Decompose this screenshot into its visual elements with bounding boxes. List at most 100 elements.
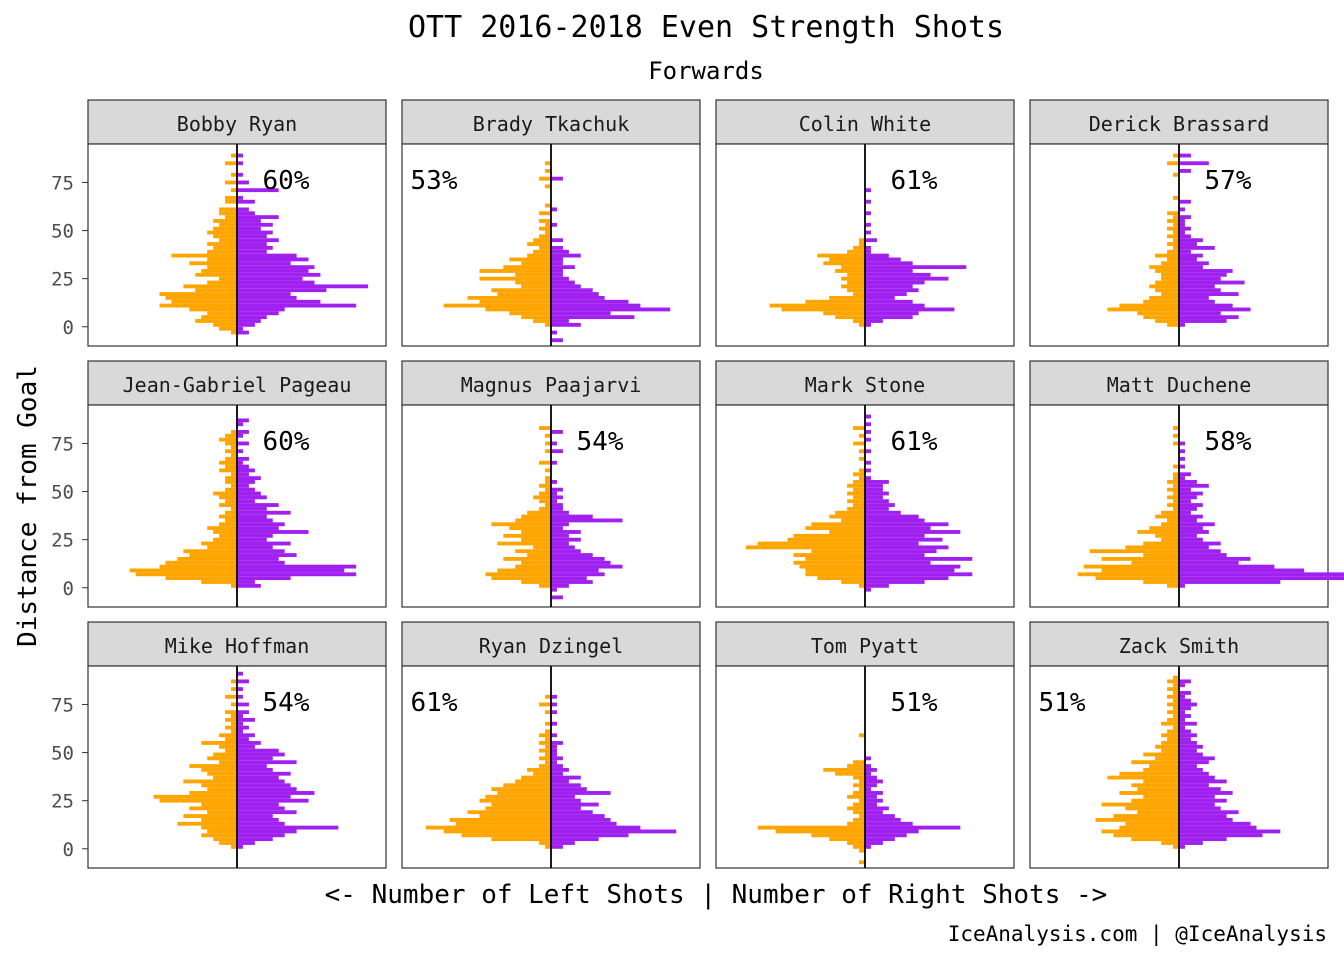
- left-shot-bar: [853, 844, 865, 849]
- right-shot-bar: [551, 810, 593, 815]
- right-shot-bar: [551, 261, 563, 266]
- left-shot-bar: [1143, 553, 1179, 557]
- right-shot-bar: [865, 487, 883, 492]
- left-shot-bar: [527, 253, 551, 258]
- right-shot-bar: [237, 272, 321, 277]
- right-shot-bar: [237, 841, 255, 845]
- right-shot-bar: [1179, 518, 1197, 523]
- left-shot-bar: [503, 783, 551, 788]
- right-shot-bar: [237, 307, 285, 312]
- left-shot-bar: [467, 295, 551, 300]
- left-shot-bar: [859, 779, 865, 784]
- left-shot-bar: [1107, 307, 1179, 312]
- left-shot-bar: [545, 203, 551, 208]
- right-shot-bar: [1179, 215, 1191, 220]
- left-shot-bar: [545, 760, 551, 765]
- left-shot-bar: [539, 426, 551, 431]
- left-shot-bar: [853, 292, 865, 296]
- left-shot-bar: [1161, 721, 1179, 726]
- right-shot-bar: [551, 553, 593, 557]
- right-shot-bar: [237, 418, 249, 423]
- left-shot-bar: [491, 522, 551, 527]
- left-shot-bar: [817, 576, 865, 581]
- right-shot-bar: [865, 829, 919, 834]
- left-shot-bar: [503, 556, 551, 561]
- right-shot-bar: [551, 741, 563, 745]
- left-shot-bar: [829, 837, 865, 842]
- left-shot-bar: [1161, 841, 1179, 845]
- right-shot-bar: [865, 583, 889, 588]
- right-shot-bar: [237, 315, 267, 320]
- chart-title: OTT 2016-2018 Even Strength Shots: [408, 10, 1004, 45]
- left-shot-bar: [539, 583, 551, 588]
- right-shot-bar: [237, 211, 255, 216]
- right-shot-bar: [237, 238, 279, 243]
- left-shot-bar: [1173, 230, 1179, 235]
- right-shot-bar: [865, 480, 889, 484]
- right-shot-bar: [1179, 583, 1185, 588]
- left-shot-bar: [213, 530, 237, 534]
- left-shot-bar: [859, 476, 865, 481]
- right-shot-bar: [551, 222, 557, 227]
- left-shot-bar: [207, 311, 237, 316]
- left-shot-bar: [775, 829, 865, 834]
- right-shot-bar: [551, 299, 629, 304]
- left-shot-bar: [219, 503, 237, 507]
- right-shot-bar: [551, 771, 563, 776]
- right-shot-bar: [865, 430, 871, 434]
- y-tick-label: 25: [51, 269, 74, 291]
- left-shot-bar: [841, 276, 865, 281]
- facet-panels: Bobby Ryan 60% 0 25 50 75 Brady Tkachuk 53% Coli…: [51, 99, 1344, 869]
- right-shot-bar: [865, 257, 901, 262]
- left-shot-bar: [189, 764, 237, 768]
- left-shot-bar: [231, 687, 237, 692]
- right-shot-bar: [237, 580, 255, 584]
- right-shot-bar: [237, 717, 255, 722]
- left-shot-bar: [847, 483, 865, 488]
- left-shot-bar: [545, 169, 551, 173]
- left-shot-bar: [195, 319, 237, 323]
- strip-label: Zack Smith: [1119, 634, 1239, 658]
- left-shot-bar: [539, 491, 551, 496]
- left-shot-bar: [835, 771, 865, 776]
- left-shot-bar: [479, 798, 551, 803]
- left-shot-bar: [1167, 702, 1179, 707]
- left-shot-bar: [1173, 683, 1179, 688]
- left-shot-bar: [183, 284, 237, 289]
- left-shot-bar: [835, 315, 865, 320]
- right-shot-bar: [237, 553, 297, 557]
- right-shot-bar: [551, 319, 569, 323]
- left-shot-bar: [1119, 825, 1179, 830]
- left-shot-bar: [207, 545, 237, 550]
- right-shot-bar: [865, 537, 943, 542]
- right-shot-bar: [237, 422, 243, 427]
- left-shot-bar: [467, 810, 551, 815]
- right-shot-bar: [1179, 269, 1233, 273]
- left-shot-bar: [1167, 729, 1179, 734]
- left-shot-bar: [479, 269, 551, 273]
- left-shot-bar: [539, 506, 551, 511]
- right-shot-bar: [865, 253, 889, 258]
- right-shot-bar: [551, 460, 557, 465]
- panel-mark-stone: Mark Stone 61%: [715, 360, 1015, 608]
- right-shot-bar: [1179, 295, 1209, 300]
- left-shot-bar: [793, 560, 865, 565]
- left-shot-bar: [1167, 257, 1179, 262]
- right-shot-bar: [551, 791, 611, 795]
- x-axis-label: <- Number of Left Shots | Number of Righ…: [325, 880, 1108, 910]
- right-shot-bar: [1179, 764, 1197, 768]
- left-shot-bar: [1155, 514, 1179, 519]
- right-shot-bar: [1179, 537, 1203, 542]
- right-shot-bar: [1179, 491, 1203, 496]
- left-shot-bar: [231, 583, 237, 588]
- right-shot-bar: [1179, 257, 1197, 262]
- right-shot-bar: [551, 537, 581, 542]
- right-shot-bar: [237, 180, 249, 185]
- right-shot-bar: [1179, 495, 1197, 500]
- right-shot-bar: [551, 821, 617, 826]
- right-shot-bar: [865, 580, 925, 584]
- left-shot-bar: [219, 841, 237, 845]
- left-shot-bar: [545, 441, 551, 446]
- left-shot-bar: [545, 503, 551, 507]
- left-shot-bar: [1173, 172, 1179, 177]
